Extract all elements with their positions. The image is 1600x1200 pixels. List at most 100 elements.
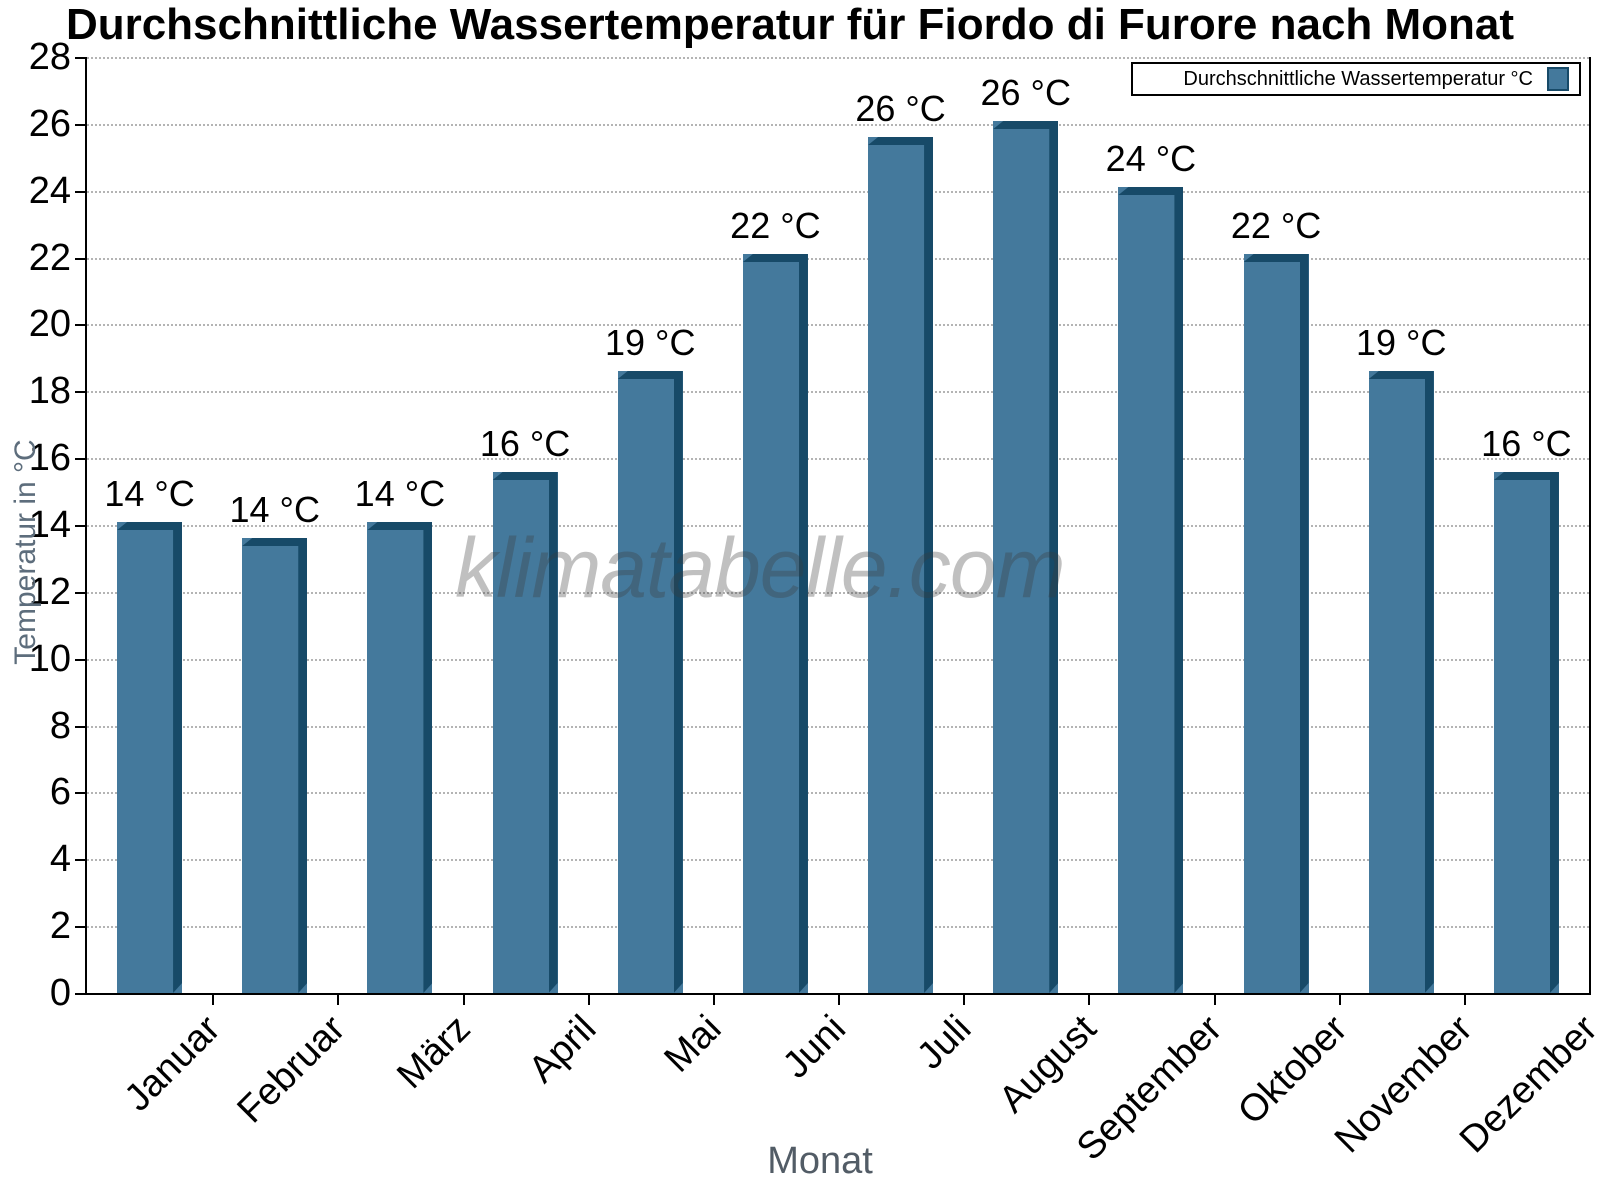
y-tick-14 [75, 525, 87, 527]
bar-value-label-november: 19 °C [1356, 322, 1447, 363]
y-tick-10 [75, 658, 87, 661]
bar-april [492, 472, 558, 993]
bar-value-label-oktober: 22 °C [1230, 205, 1322, 246]
x-tick-9 [1213, 993, 1216, 1005]
y-tick-12 [75, 591, 87, 594]
bar-august [993, 121, 1059, 993]
legend-label: Durchschnittliche Wassertemperatur °C [1183, 67, 1533, 90]
gridline-12 [87, 591, 1589, 594]
bar-februar [242, 538, 308, 993]
bar-side-face [298, 546, 307, 993]
gridline-26 [87, 123, 1589, 126]
x-tick-2 [337, 993, 340, 1005]
bar-side-face [799, 262, 808, 993]
y-tick-label-18: 18 [28, 370, 71, 413]
bar-juni [742, 254, 808, 993]
bar-märz [367, 522, 433, 993]
watermark: klimatabelle.com [455, 521, 1066, 615]
bar-side-face [1425, 379, 1434, 993]
x-axis-label-april: April [520, 1007, 604, 1092]
y-tick-28 [75, 57, 87, 59]
x-tick-4 [587, 993, 590, 1005]
bar-side-face [1550, 480, 1559, 993]
bar-top-face [117, 522, 183, 530]
gridline-18 [87, 391, 1589, 394]
bar-value-label-april: 16 °C [479, 423, 571, 464]
y-tick-label-12: 12 [28, 570, 71, 613]
x-tick-7 [963, 993, 966, 1005]
gridline-20 [87, 324, 1589, 327]
y-tick-20 [75, 324, 87, 327]
bar-top-face [1118, 187, 1184, 195]
bar-dezember [1493, 472, 1559, 993]
y-tick-label-8: 8 [49, 704, 71, 747]
bar-value-label-januar: 14 °C [104, 473, 195, 514]
bar-top-face [993, 121, 1059, 129]
gridline-4 [87, 859, 1589, 862]
legend: Durchschnittliche Wassertemperatur °C [1131, 62, 1581, 96]
y-axis-title: Temperatur in °C [9, 439, 42, 665]
bar-oktober [1243, 254, 1309, 993]
bar-top-face [1368, 371, 1434, 379]
y-tick-label-10: 10 [28, 637, 71, 680]
bar-november [1368, 371, 1434, 993]
bar-top-face [742, 254, 808, 262]
x-axis-label-oktober: Oktober [1229, 1007, 1355, 1133]
x-tick-11 [1463, 993, 1466, 1005]
bar-value-label-august: 26 °C [980, 72, 1071, 113]
y-tick-6 [75, 792, 87, 795]
chart-title: Durchschnittliche Wassertemperatur für F… [65, 0, 1515, 49]
y-tick-label-14: 14 [28, 504, 71, 546]
bar-value-label-dezember: 16 °C [1481, 423, 1572, 464]
bar-side-face [924, 145, 933, 993]
x-tick-1 [212, 993, 215, 1005]
bar-top-face [492, 472, 558, 480]
gridline-8 [87, 725, 1589, 728]
y-tick-label-22: 22 [28, 236, 71, 279]
y-tick-24 [75, 190, 87, 193]
x-tick-6 [838, 993, 840, 1005]
bar-mai [617, 371, 683, 993]
bar-side-face [549, 480, 558, 993]
y-tick-label-28: 28 [28, 36, 71, 78]
bar-side-face [1174, 195, 1183, 993]
bar-top-face [868, 137, 934, 145]
x-tick-5 [712, 993, 715, 1005]
bar-side-face [423, 530, 432, 993]
x-tick-8 [1088, 993, 1091, 1005]
y-tick-label-20: 20 [28, 303, 71, 346]
gridline-2 [87, 926, 1589, 929]
x-axis-label-august: August [991, 1007, 1105, 1121]
gridline-16 [87, 458, 1589, 461]
bar-top-face [1243, 254, 1309, 262]
y-tick-label-4: 4 [49, 838, 71, 881]
bar-value-label-märz: 14 °C [354, 473, 446, 514]
y-tick-0 [75, 993, 87, 995]
bar-value-label-september: 24 °C [1105, 138, 1197, 179]
gridline-24 [87, 190, 1589, 193]
bar-top-face [367, 522, 433, 530]
bar-top-face [1493, 472, 1559, 480]
y-tick-label-0: 0 [49, 972, 71, 1014]
gridline-14 [87, 525, 1589, 527]
bar-top-face [242, 538, 308, 546]
x-axis-label-juni: Juni [775, 1007, 855, 1087]
y-tick-label-16: 16 [28, 437, 71, 480]
gridline-28 [87, 57, 1589, 59]
x-tick-3 [462, 993, 465, 1005]
x-tick-10 [1338, 993, 1341, 1005]
x-axis-label-januar: Januar [116, 1007, 229, 1120]
gridline-6 [87, 792, 1589, 795]
y-tick-16 [75, 458, 87, 461]
bar-value-label-februar: 14 °C [229, 489, 320, 530]
y-tick-label-26: 26 [28, 102, 71, 145]
x-axis-label-mai: Mai [656, 1007, 730, 1081]
gridline-22 [87, 257, 1589, 260]
legend-swatch-icon [1547, 67, 1569, 91]
bar-side-face [1049, 129, 1058, 993]
y-tick-label-6: 6 [49, 771, 71, 814]
bar-januar [117, 522, 183, 993]
bar-value-label-juni: 22 °C [730, 205, 821, 246]
y-tick-8 [75, 725, 87, 728]
